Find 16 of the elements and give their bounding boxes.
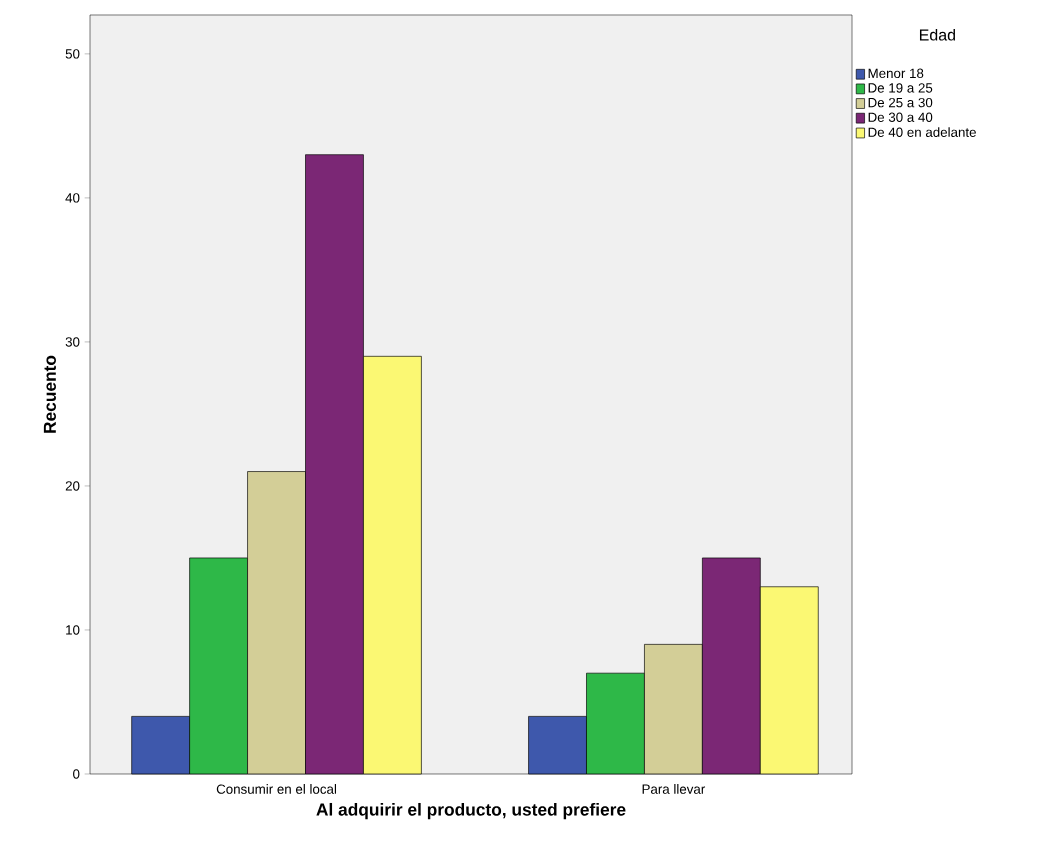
x-axis-title: Al adquirir el producto, usted prefiere	[316, 802, 626, 820]
legend-label: De 40 en adelante	[868, 127, 976, 137]
y-tick-label: 0	[73, 769, 80, 779]
y-tick-label: 20	[65, 481, 80, 491]
x-tick-label: Consumir en el local	[216, 784, 336, 794]
legend-label: Menor 18	[868, 68, 924, 79]
legend-title: Edad	[919, 28, 955, 41]
y-tick-label: 40	[65, 193, 80, 203]
legend-label: De 30 a 40	[868, 112, 933, 122]
legend-label: De 19 a 25	[868, 83, 933, 93]
y-tick-label: 30	[65, 337, 80, 347]
y-tick-label: 50	[65, 49, 80, 59]
y-axis-title: Recuento	[43, 355, 56, 433]
x-tick-label: Para llevar	[642, 784, 706, 794]
legend-label: De 25 a 30	[868, 97, 933, 108]
y-tick-label: 10	[66, 625, 80, 635]
